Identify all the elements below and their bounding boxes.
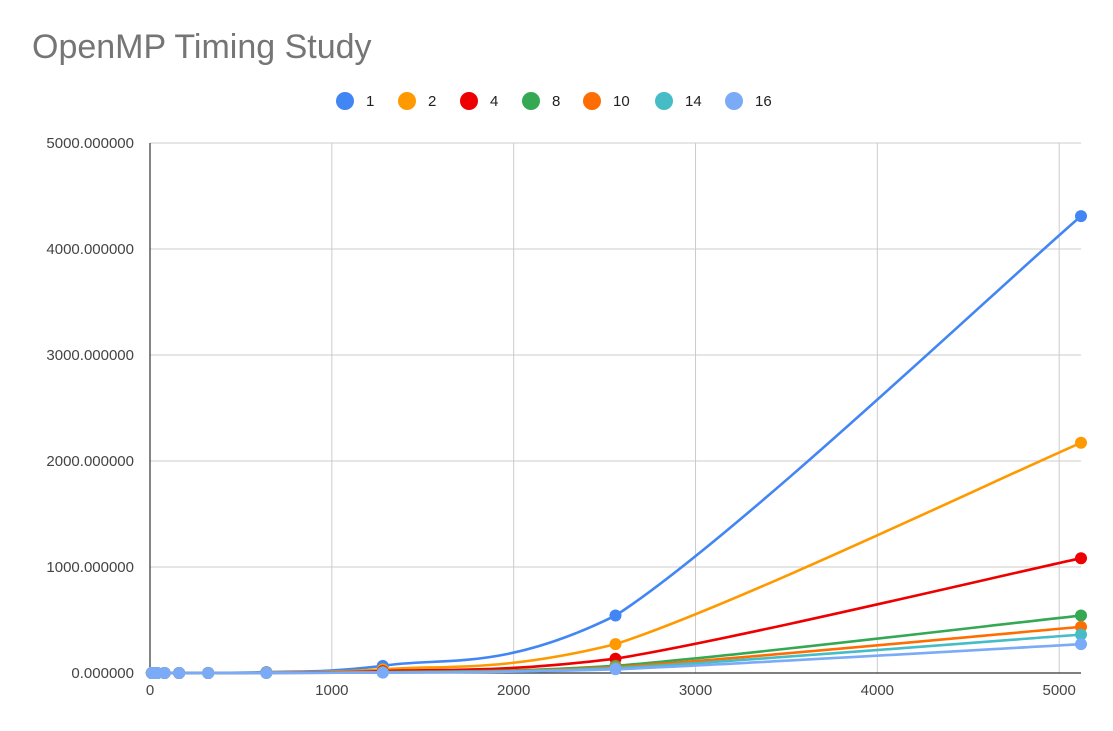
legend-marker-4 [460,92,478,110]
series-1 [145,210,1087,679]
data-point-16[interactable] [609,663,622,676]
data-point-16[interactable] [376,666,389,679]
data-point-8[interactable] [1075,609,1087,622]
data-point-16[interactable] [158,667,171,679]
legend-label-10: 10 [613,92,630,110]
gridlines [150,142,1081,673]
legend-label-1: 1 [366,92,375,110]
data-point-14[interactable] [1075,628,1087,641]
y-tick-label: 2000.000000 [46,453,134,470]
chart-title: OpenMP Timing Study [32,28,372,66]
legend-marker-16 [725,92,743,110]
legend-item-16[interactable]: 16 [725,88,772,114]
legend-label-4: 4 [490,92,499,110]
data-point-2[interactable] [609,638,622,651]
legend-item-2[interactable]: 2 [398,88,436,114]
axes [149,143,1081,674]
legend-label-8: 8 [552,92,561,110]
legend-label-14: 14 [685,92,702,110]
x-tick-label: 0 [146,682,154,699]
y-tick-label: 5000.000000 [46,135,134,152]
x-tick-label: 2000 [497,682,530,699]
chart-legend: 1 2 4 8 10 14 16 [0,88,1113,114]
legend-item-4[interactable]: 4 [460,88,498,114]
tick-labels: 0.000000 1000.000000 2000.000000 3000.00000… [46,135,1075,699]
legend-label-16: 16 [755,92,772,110]
y-tick-label: 3000.000000 [46,347,134,364]
series-2 [145,436,1087,679]
series-line-1 [150,214,1083,675]
data-point-1[interactable] [1075,210,1087,223]
legend-marker-8 [522,92,540,110]
y-tick-label: 4000.000000 [46,241,134,258]
legend-item-14[interactable]: 14 [655,88,702,114]
data-point-16[interactable] [1075,638,1087,651]
legend-label-2: 2 [428,92,437,110]
legend-item-8[interactable]: 8 [522,88,560,114]
legend-marker-10 [583,92,601,110]
data-point-1[interactable] [609,609,622,622]
series-lines [145,210,1087,679]
y-tick-label: 0.000000 [71,665,134,682]
data-point-2[interactable] [1075,436,1087,449]
data-point-4[interactable] [1075,552,1087,565]
x-tick-label: 1000 [315,682,348,699]
legend-item-10[interactable]: 10 [583,88,630,114]
legend-item-1[interactable]: 1 [336,88,374,114]
data-point-16[interactable] [202,666,215,679]
series-16 [145,638,1087,679]
legend-marker-14 [655,92,673,110]
x-tick-label: 5000 [1042,682,1075,699]
legend-marker-2 [398,92,416,110]
y-tick-label: 1000.000000 [46,559,134,576]
legend-marker-1 [336,92,354,110]
x-tick-label: 3000 [679,682,712,699]
data-point-16[interactable] [260,666,273,679]
x-tick-label: 4000 [861,682,894,699]
data-point-16[interactable] [173,667,186,679]
